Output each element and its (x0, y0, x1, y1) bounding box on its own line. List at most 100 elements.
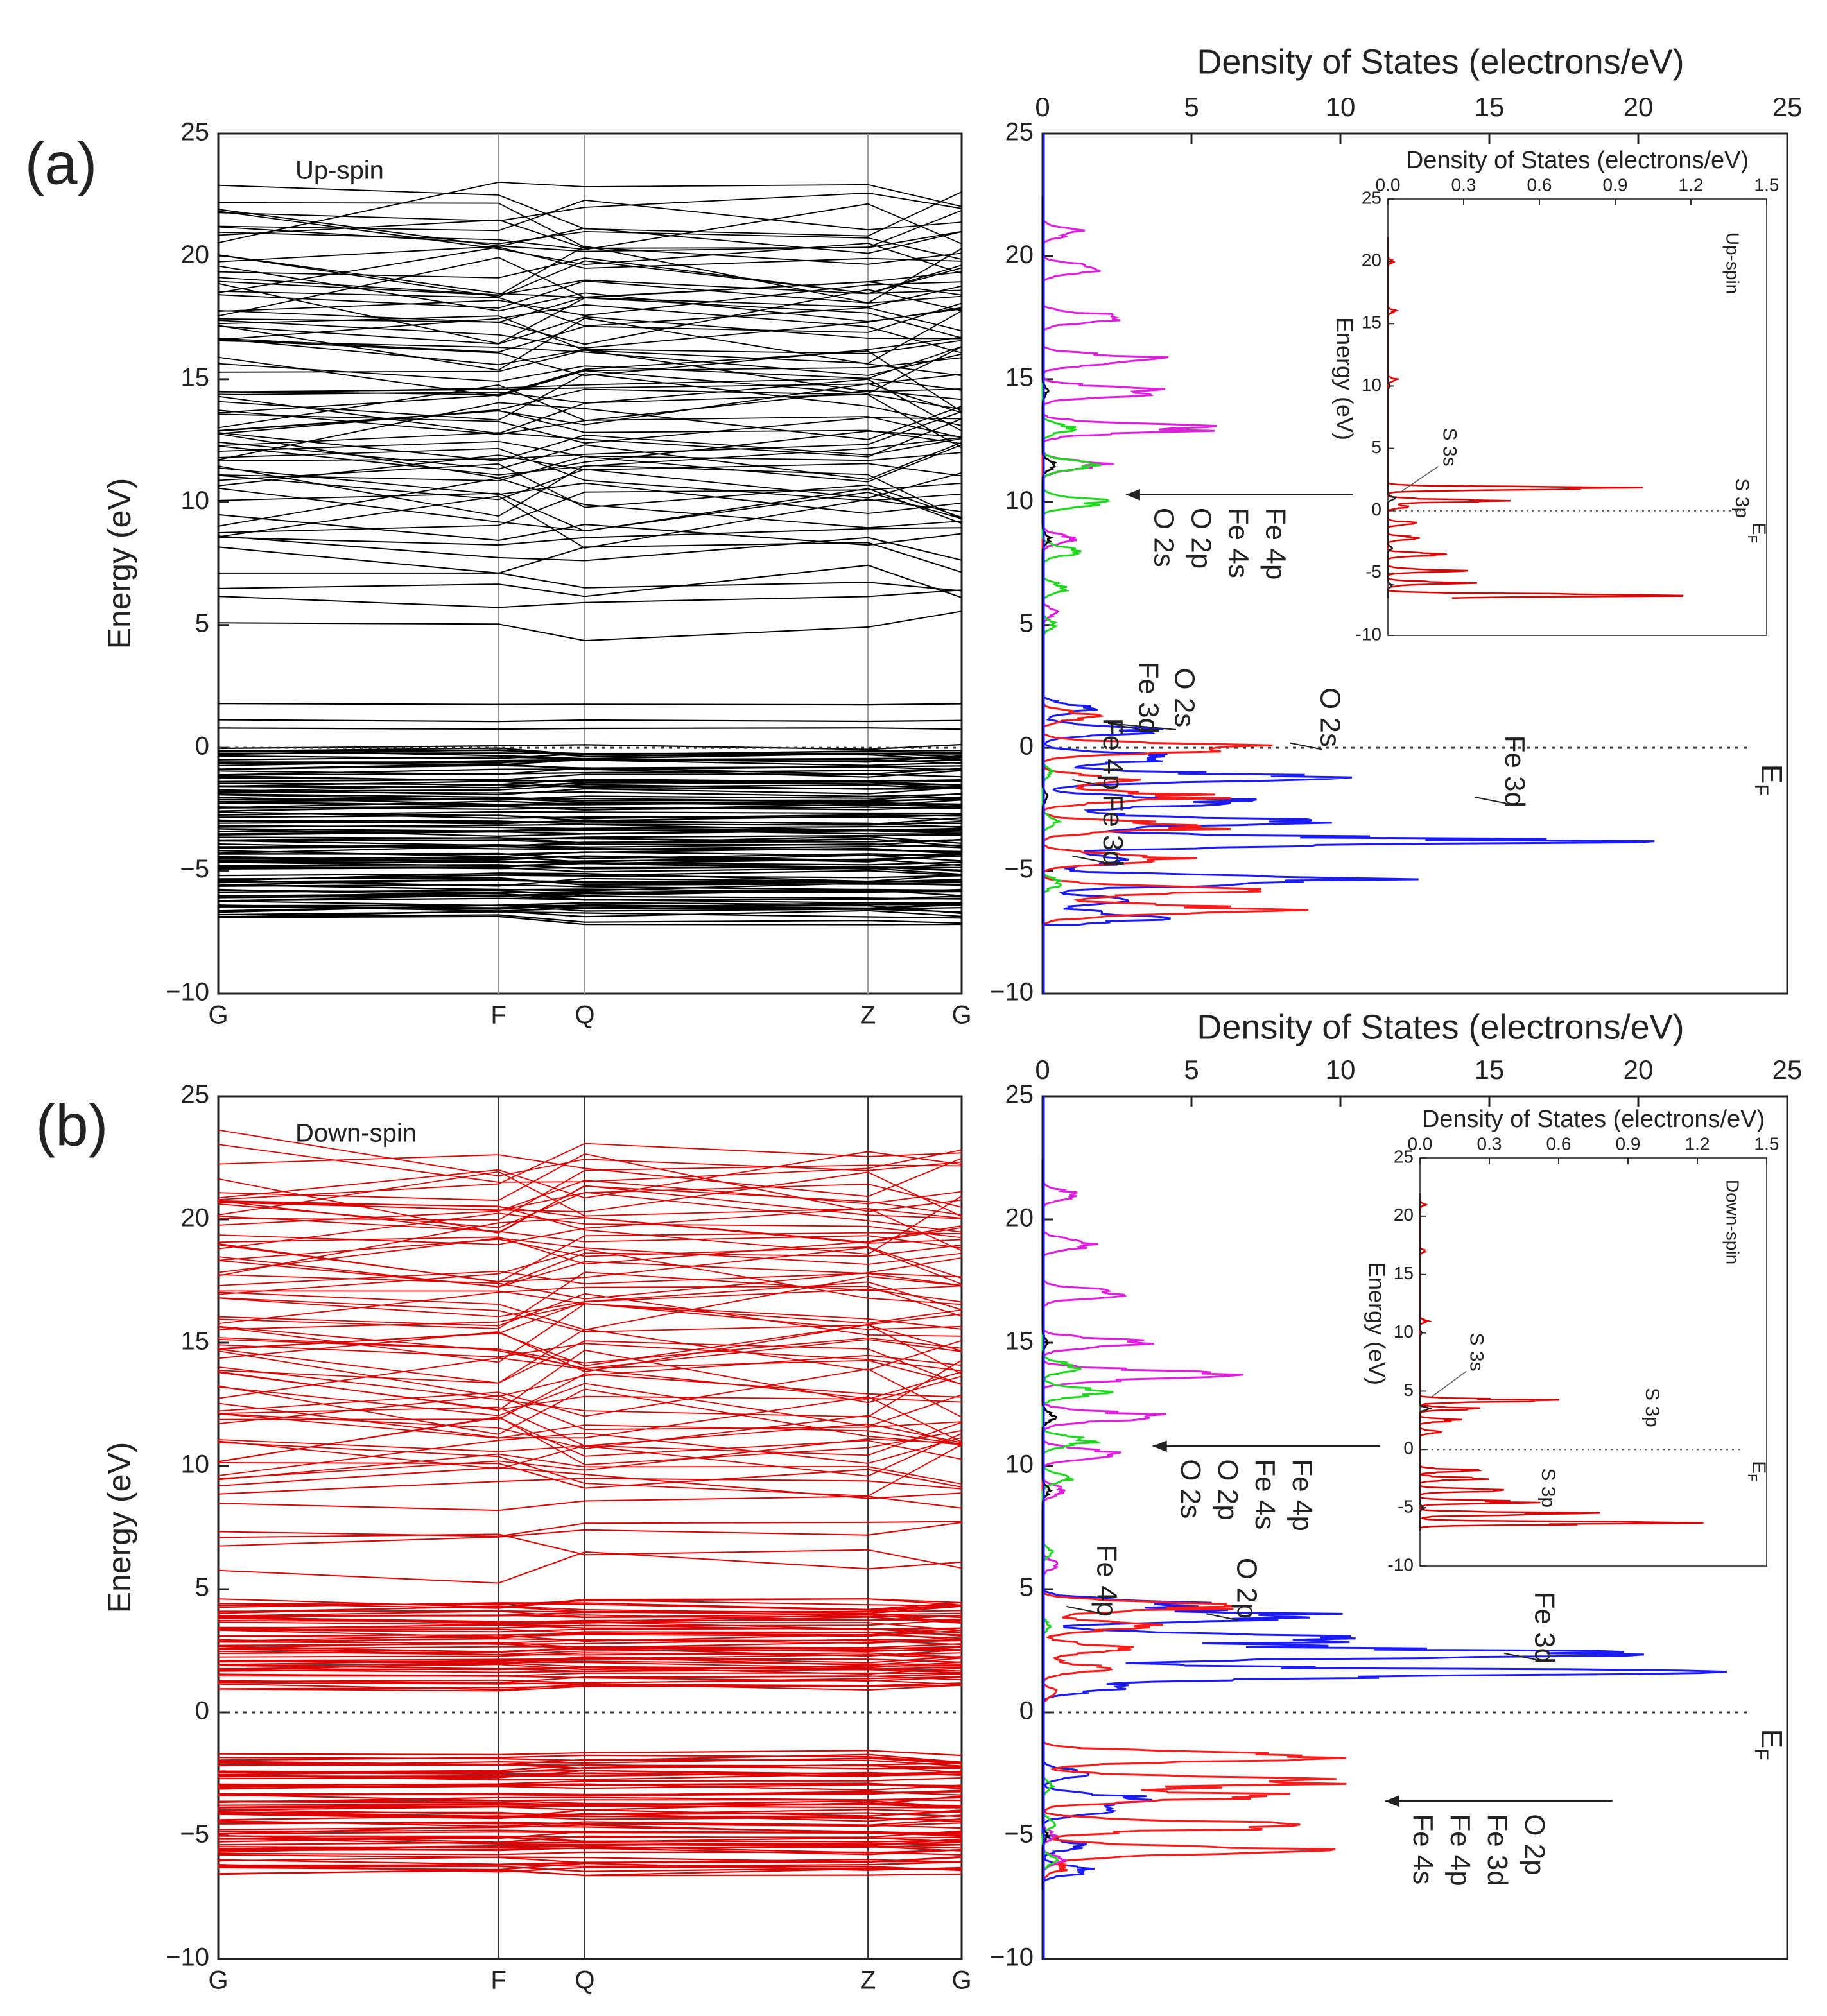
annotation-arrowhead (1152, 1440, 1167, 1452)
inset-spin-label: Up-spin (1723, 232, 1743, 294)
annotation-label: Fe 3d (1097, 794, 1129, 866)
inset-ytick-label: 5 (1403, 1380, 1414, 1400)
band-line (218, 764, 962, 771)
inset-title: Density of States (electrons/eV) (1406, 147, 1749, 174)
band-line (218, 1248, 962, 1305)
band-line (218, 749, 962, 755)
inset-label-s3p: S 3p (1731, 478, 1753, 518)
band-line (218, 1610, 962, 1619)
band-line (218, 1757, 962, 1767)
annotation-arrowhead (1125, 488, 1140, 501)
band-line (218, 779, 962, 783)
dos-ytick-label: 25 (1005, 1081, 1034, 1109)
inset-leader (1400, 465, 1439, 493)
band-line (218, 1638, 962, 1644)
band-line (218, 390, 962, 435)
band-line (218, 411, 962, 461)
inset-title: Density of States (electrons/eV) (1422, 1106, 1765, 1133)
inset-ytick-label: 15 (1394, 1263, 1414, 1283)
inset-xtick-label: 0.9 (1616, 1133, 1641, 1153)
band-line (218, 1675, 962, 1684)
dos-title: Density of States (electrons/eV) (1197, 42, 1684, 81)
annotation-label: Fe 4p (1444, 1814, 1476, 1886)
dos-ytick-label: 10 (1005, 487, 1034, 515)
dos-xtick-label: 20 (1624, 1055, 1654, 1085)
dos-annotation: Fe 3d (1504, 1592, 1561, 1664)
spin-label: Up-spin (295, 157, 384, 185)
band-line (218, 855, 962, 862)
band-line (218, 1343, 962, 1372)
band-line (218, 1666, 962, 1671)
band-line (218, 786, 962, 796)
dos-xtick-label: 10 (1326, 92, 1356, 122)
band-line (218, 202, 962, 265)
band-line (218, 1215, 962, 1249)
band-line (218, 784, 962, 793)
band-line (218, 409, 962, 444)
band-lines (218, 1129, 962, 1877)
inset-ytick-label: 10 (1362, 375, 1381, 395)
band-line (218, 432, 962, 462)
band-line (218, 1413, 962, 1445)
band-line (218, 1818, 962, 1826)
band-plot-frame (217, 1095, 963, 1960)
annotation-label: O 2p (1231, 1558, 1263, 1619)
annotation-label: Fe 4p (1260, 508, 1291, 580)
band-line (218, 1754, 962, 1764)
band-line (218, 1830, 962, 1838)
kpoint-label: G (208, 1001, 228, 1030)
band-line (218, 1153, 962, 1212)
band-line (218, 610, 962, 642)
band-line (218, 803, 962, 811)
band-line (218, 1809, 962, 1816)
band-line (218, 1521, 962, 1537)
band-line (218, 909, 962, 918)
annotation-label: Fe 3d (1482, 1814, 1513, 1886)
inset-ef-subscript: F (1745, 1474, 1759, 1481)
band-line (218, 915, 962, 926)
inset-ytick-label: 0 (1371, 499, 1381, 519)
band-line (218, 307, 962, 349)
band-line (218, 1777, 962, 1786)
band-line (218, 1495, 962, 1512)
band-line (218, 1802, 962, 1811)
band-line (218, 467, 962, 514)
band-line (218, 1672, 962, 1677)
band-line (218, 391, 962, 410)
dos-plot: Density of States (electrons/eV) 0 5 10 15 20… (990, 42, 1802, 1006)
dos-ytick-label: 25 (1005, 118, 1034, 146)
band-line (218, 743, 962, 750)
band-ylabel: Energy (eV) (101, 478, 137, 650)
band-line (218, 1829, 962, 1836)
band-line (218, 564, 962, 598)
band-line (218, 463, 962, 518)
band-line (218, 1467, 962, 1499)
band-line (218, 1605, 962, 1613)
band-line (218, 811, 962, 816)
band-line (218, 1237, 962, 1273)
band-line (218, 1180, 962, 1226)
inset-leader (1431, 1370, 1467, 1398)
inset-label-s3p: S 3p (1641, 1388, 1663, 1427)
inset-xtick-label: 0.9 (1603, 175, 1628, 194)
band-line (218, 1619, 962, 1627)
dos-ytick-label: 15 (1005, 1327, 1034, 1356)
band-line (218, 1478, 962, 1495)
band-line (218, 1627, 962, 1636)
band-ytick-label: 10 (181, 487, 210, 515)
inset-ytick-label: 5 (1371, 437, 1381, 457)
inset-plot: Density of States (electrons/eV) 0.0 0.3 0.… (1331, 147, 1779, 644)
band-line (218, 192, 962, 222)
annotation-label: Fe 4s (1407, 1814, 1439, 1884)
ef-subscript: F (1751, 1748, 1772, 1760)
annotation-label: O 2p (1185, 508, 1217, 569)
band-line (218, 304, 962, 354)
band-line (218, 845, 962, 854)
band-line (218, 778, 962, 786)
inset-ef-label: EF (1745, 522, 1769, 543)
band-line (218, 1533, 962, 1569)
inset-xtick-label: 1.2 (1685, 1133, 1710, 1153)
dos-ytick-label: −5 (1004, 855, 1034, 883)
inset-xtick-label: 0.3 (1477, 1133, 1502, 1153)
dos-plot: Density of States (electrons/eV) 0 5 10 15 20… (990, 1008, 1802, 1971)
